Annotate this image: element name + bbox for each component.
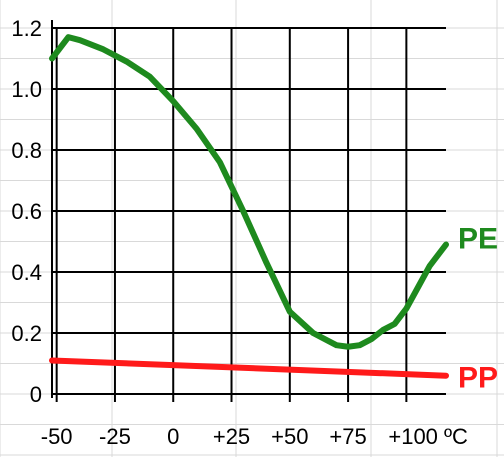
x-tick-label: +25: [213, 424, 250, 449]
y-tick-label: 1.2: [11, 16, 42, 41]
series-label-pe: PE: [458, 223, 498, 256]
x-tick-label: +100 ºC: [388, 424, 468, 449]
series-line-pp: [49, 357, 449, 379]
y-tick-label: 0.6: [11, 199, 42, 224]
tick-labels: 0 0.2 0.4 0.6 0.8 1.0 1.2 -50 -25 0 +25 +50 +75 +100 …: [11, 16, 468, 449]
y-tick-label: 0.4: [11, 260, 42, 285]
x-tick-label: +75: [329, 424, 366, 449]
x-tick-label: +50: [271, 424, 308, 449]
axes: [51, 20, 446, 402]
plot-gridlines: [52, 27, 446, 395]
y-tick-label: 1.0: [11, 77, 42, 102]
series-label-pp: PP: [458, 362, 498, 395]
series-line-pe: [49, 34, 449, 350]
series-layer: PE PP: [49, 34, 498, 395]
x-tick-label: -50: [41, 424, 73, 449]
y-tick-label: 0.2: [11, 321, 42, 346]
x-tick-label: -25: [99, 424, 131, 449]
y-tick-label: 0: [30, 382, 42, 407]
y-tick-label: 0.8: [11, 138, 42, 163]
x-tick-label: 0: [167, 424, 179, 449]
